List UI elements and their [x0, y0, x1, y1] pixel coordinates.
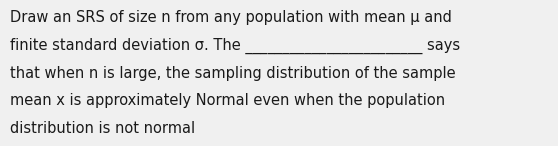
- Text: finite standard deviation σ. The ________________________ says: finite standard deviation σ. The _______…: [10, 38, 460, 54]
- Text: Draw an SRS of size n from any population with mean μ and: Draw an SRS of size n from any populatio…: [10, 10, 452, 25]
- Text: mean x is approximately Normal even when the population: mean x is approximately Normal even when…: [10, 93, 445, 108]
- Text: distribution is not normal: distribution is not normal: [10, 121, 195, 136]
- Text: that when n is large, the sampling distribution of the sample: that when n is large, the sampling distr…: [10, 66, 456, 81]
